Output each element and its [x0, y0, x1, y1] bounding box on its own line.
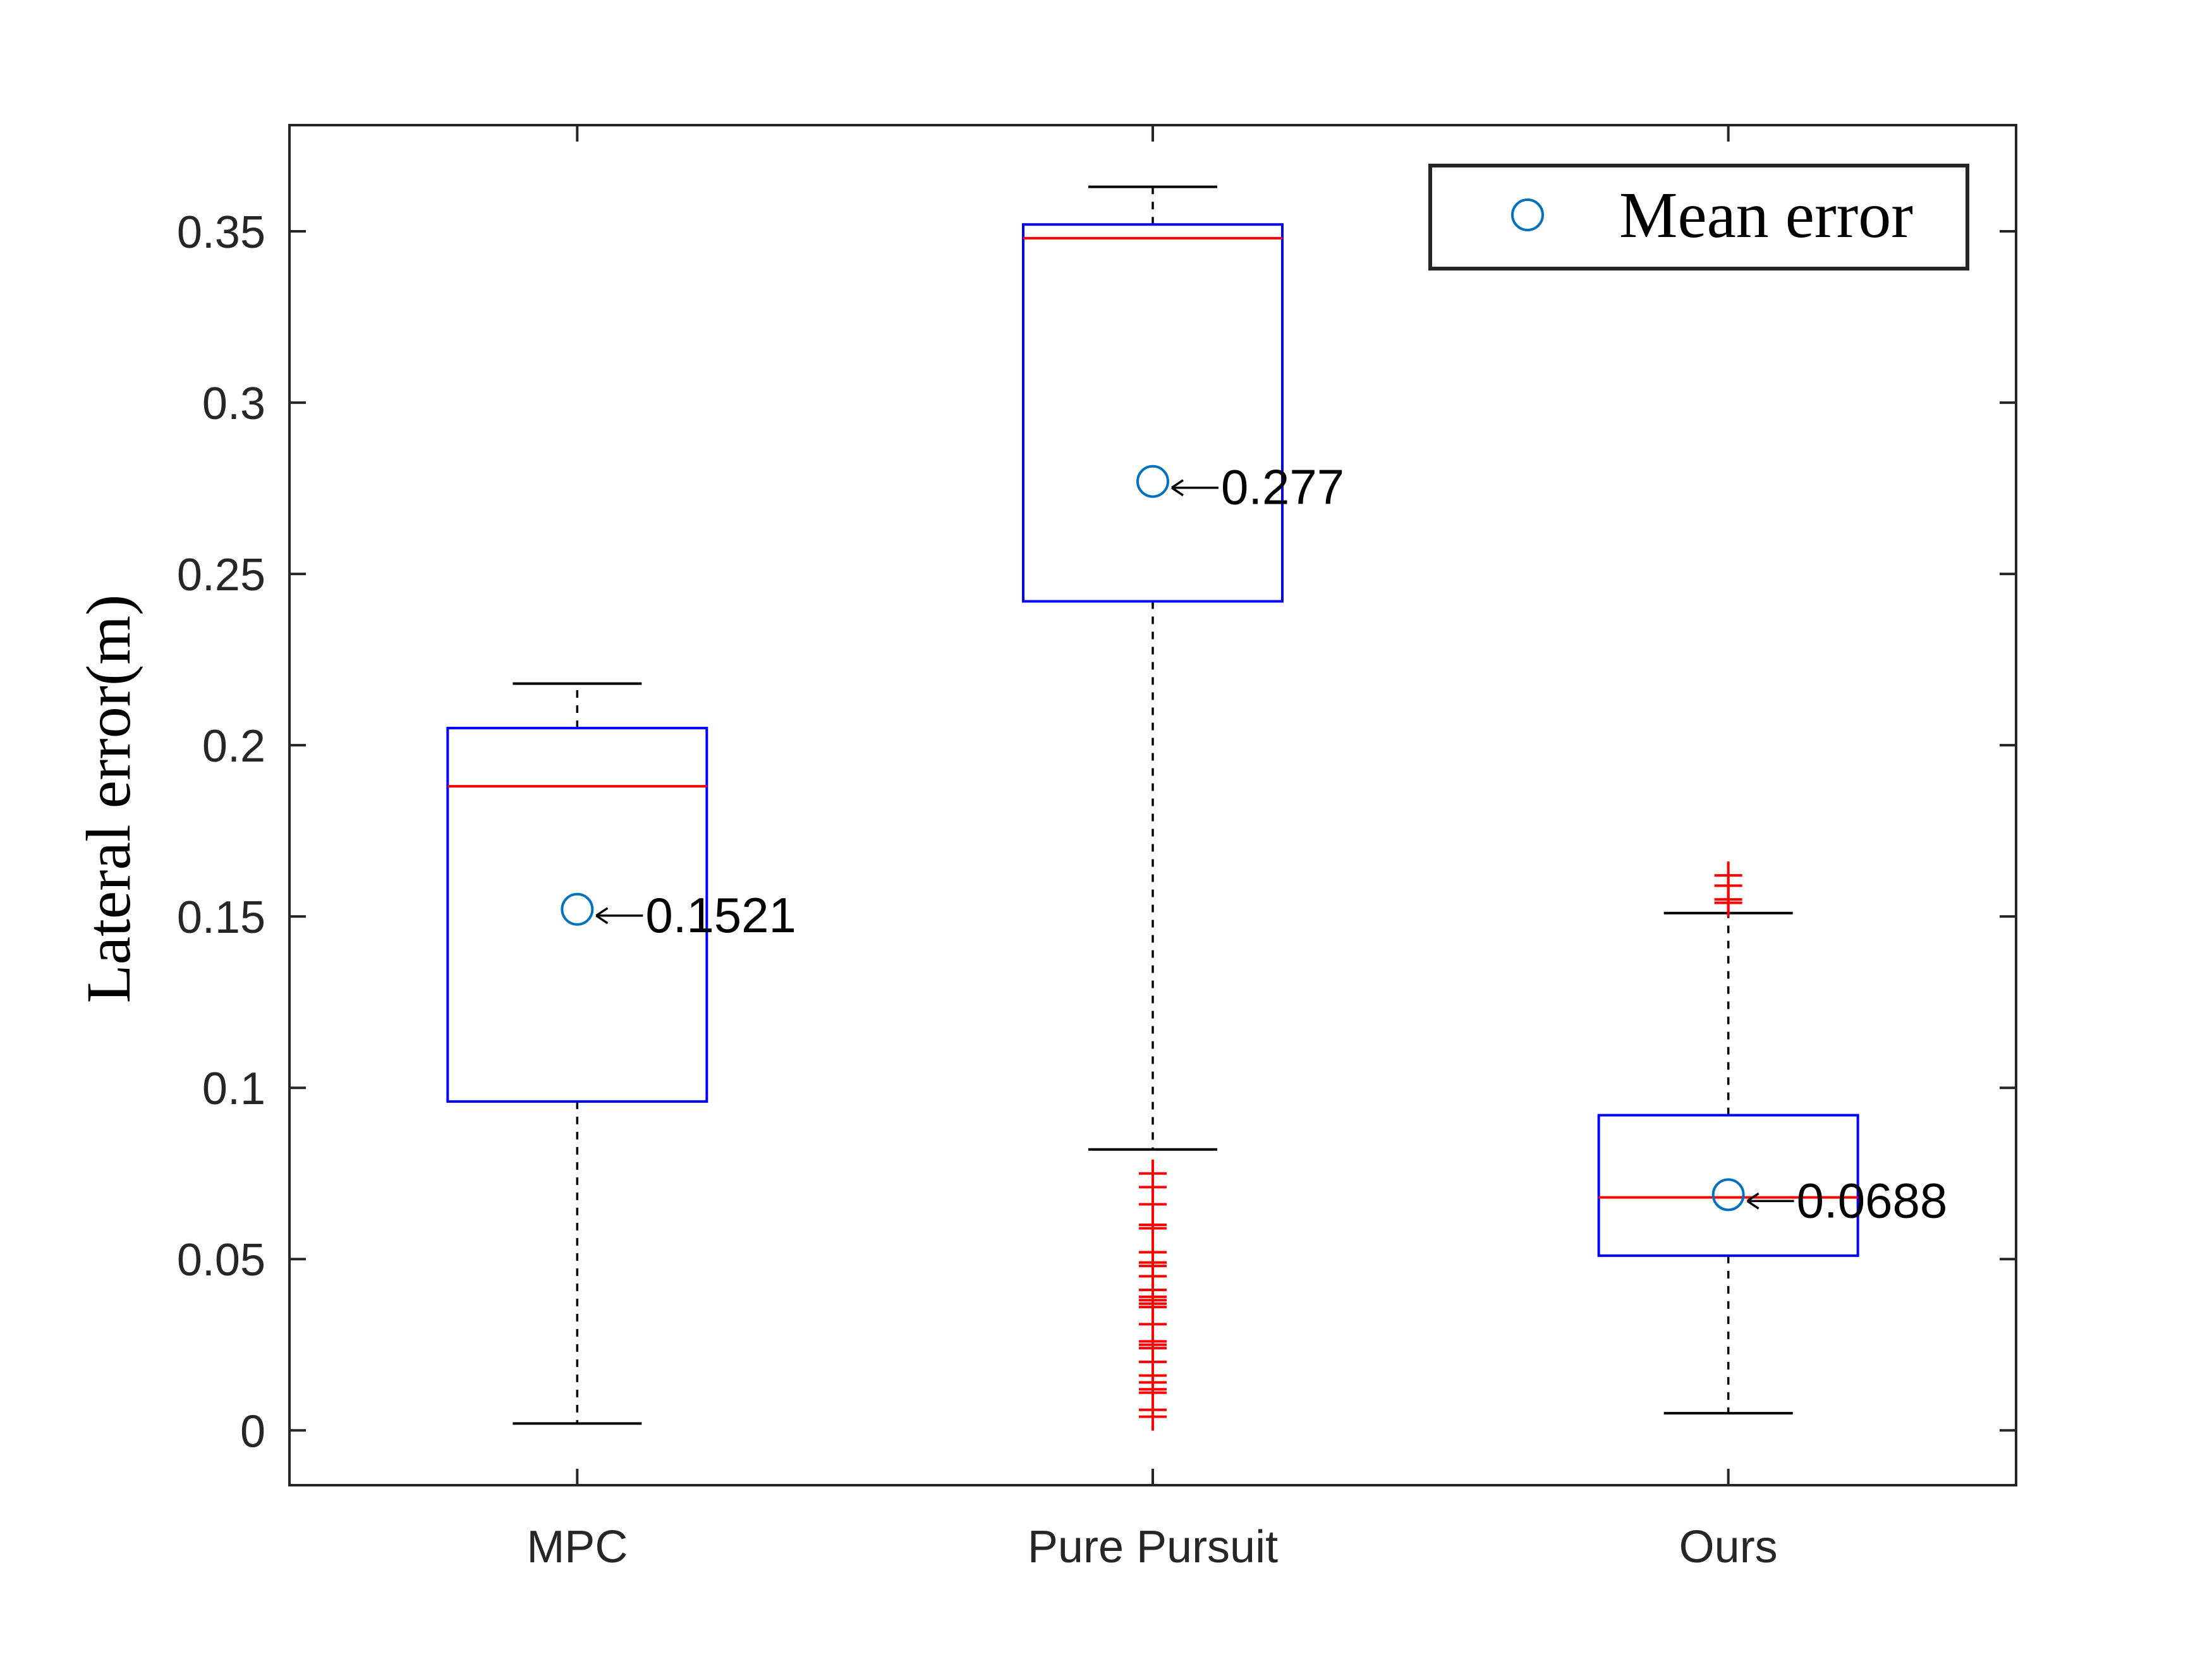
x-tick-label: Pure Pursuit [1028, 1522, 1278, 1572]
mean-annotation-arrow [1171, 479, 1218, 497]
mean-annotation-arrow [595, 907, 643, 925]
y-tick-label: 0 [240, 1406, 265, 1457]
legend-box [1428, 164, 1969, 270]
outlier-point [1714, 861, 1742, 890]
legend-mean-marker-icon [1511, 198, 1544, 231]
y-tick-label: 0.25 [177, 550, 265, 600]
legend-label: Mean error [1619, 179, 1913, 252]
mean-marker [1711, 1178, 1745, 1212]
outlier-point [1139, 1214, 1167, 1243]
box-iqr [446, 727, 708, 1103]
mean-marker [1136, 465, 1169, 498]
mean-value-label: 0.1521 [645, 887, 796, 943]
mean-marker [561, 892, 594, 926]
y-axis-label: Lateral error(m) [73, 595, 143, 1004]
plot-area: 0 0.05 0.1 0.15 0.2 0.25 0.3 0.35 MPC Pure Pursui… [177, 124, 2017, 1572]
mean-annotation-arrow [1746, 1192, 1794, 1210]
outlier-point [1139, 1402, 1167, 1431]
box-iqr [1597, 1114, 1859, 1257]
x-tick-label: MPC [526, 1522, 628, 1572]
y-tick-label: 0.1 [202, 1064, 265, 1114]
y-tick-label: 0.35 [177, 207, 265, 258]
y-tick-label: 0.05 [177, 1235, 265, 1285]
mean-value-label: 0.0688 [1797, 1172, 1948, 1228]
box-iqr [1022, 223, 1284, 603]
mean-value-label: 0.277 [1221, 459, 1344, 515]
x-tick-label: Ours [1679, 1522, 1778, 1572]
legend: Mean error [1428, 164, 1969, 270]
y-tick-label: 0.15 [177, 892, 265, 943]
y-tick-label: 0.3 [202, 379, 265, 429]
y-tick-label: 0.2 [202, 721, 265, 772]
